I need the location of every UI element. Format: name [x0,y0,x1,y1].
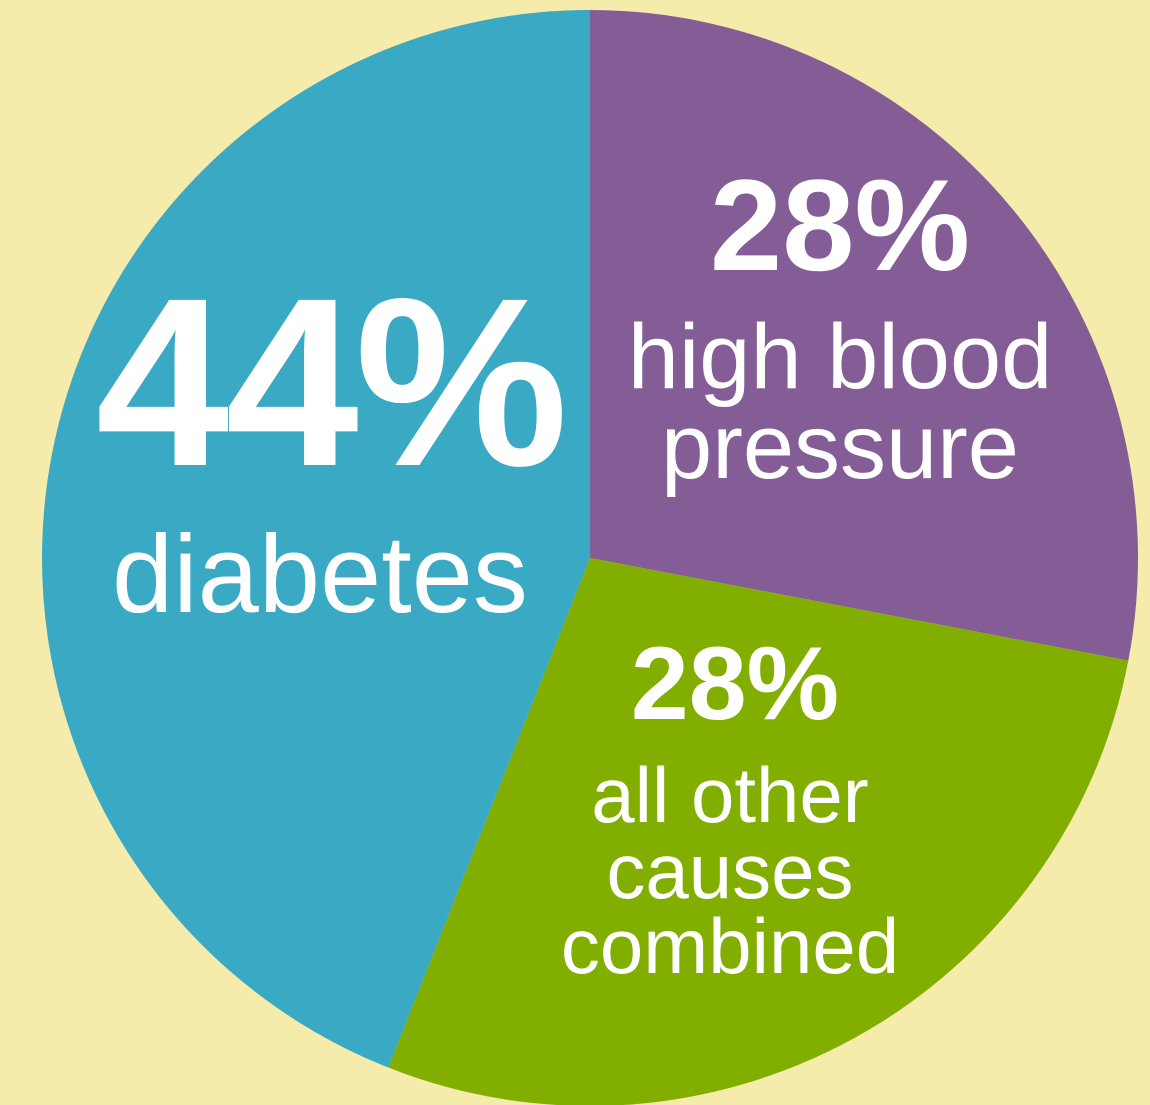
pie-slice-other [388,558,1129,1105]
pie-slice-diabetes [42,10,591,1068]
slice-label-other-percent: 28% [630,626,840,742]
slice-label-high-blood-pressure: high blood pressure [590,306,1090,499]
slice-label-line: pressure [661,396,1019,499]
slice-label-high-blood-pressure-percent: 28% [709,152,971,298]
slice-label-diabetes-percent: 44% [95,248,568,516]
pie-slice-high-blood-pressure [590,10,1139,661]
slice-label-line: causes [606,826,854,915]
slice-label-diabetes: diabetes [112,513,528,636]
slice-label-line: all other [591,751,869,839]
slice-label-line: combined [560,902,900,991]
slice-label-line: high blood [627,306,1053,408]
slice-label-other: all other causes combined [530,751,930,991]
